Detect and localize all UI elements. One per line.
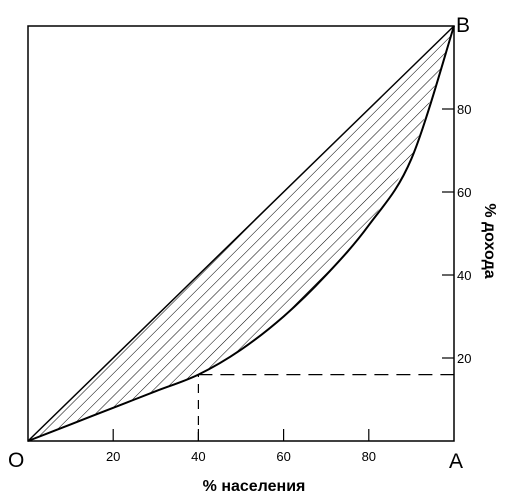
x-axis-ticks: 20 40 60 80 [106,429,376,464]
y-tick-label: 20 [457,351,471,366]
x-tick-label: 60 [276,449,290,464]
x-tick-label: 80 [362,449,376,464]
plot-area [27,25,455,442]
y-axis-ticks: 20 40 60 80 [442,102,471,366]
plot-frame [27,25,455,442]
y-tick-label: 60 [457,185,471,200]
y-tick-label: 40 [457,268,471,283]
x-tick-label: 20 [106,449,120,464]
origin-label: O [8,449,24,472]
x-axis-title: % населения [203,478,306,495]
equality-line [27,25,455,442]
point-b-label: B [456,14,470,37]
y-tick-label: 80 [457,102,471,117]
point-a-label: A [449,450,463,473]
y-axis-title: % дохода [481,203,498,278]
lorenz-curve [27,25,455,442]
x-tick-label: 40 [191,449,205,464]
